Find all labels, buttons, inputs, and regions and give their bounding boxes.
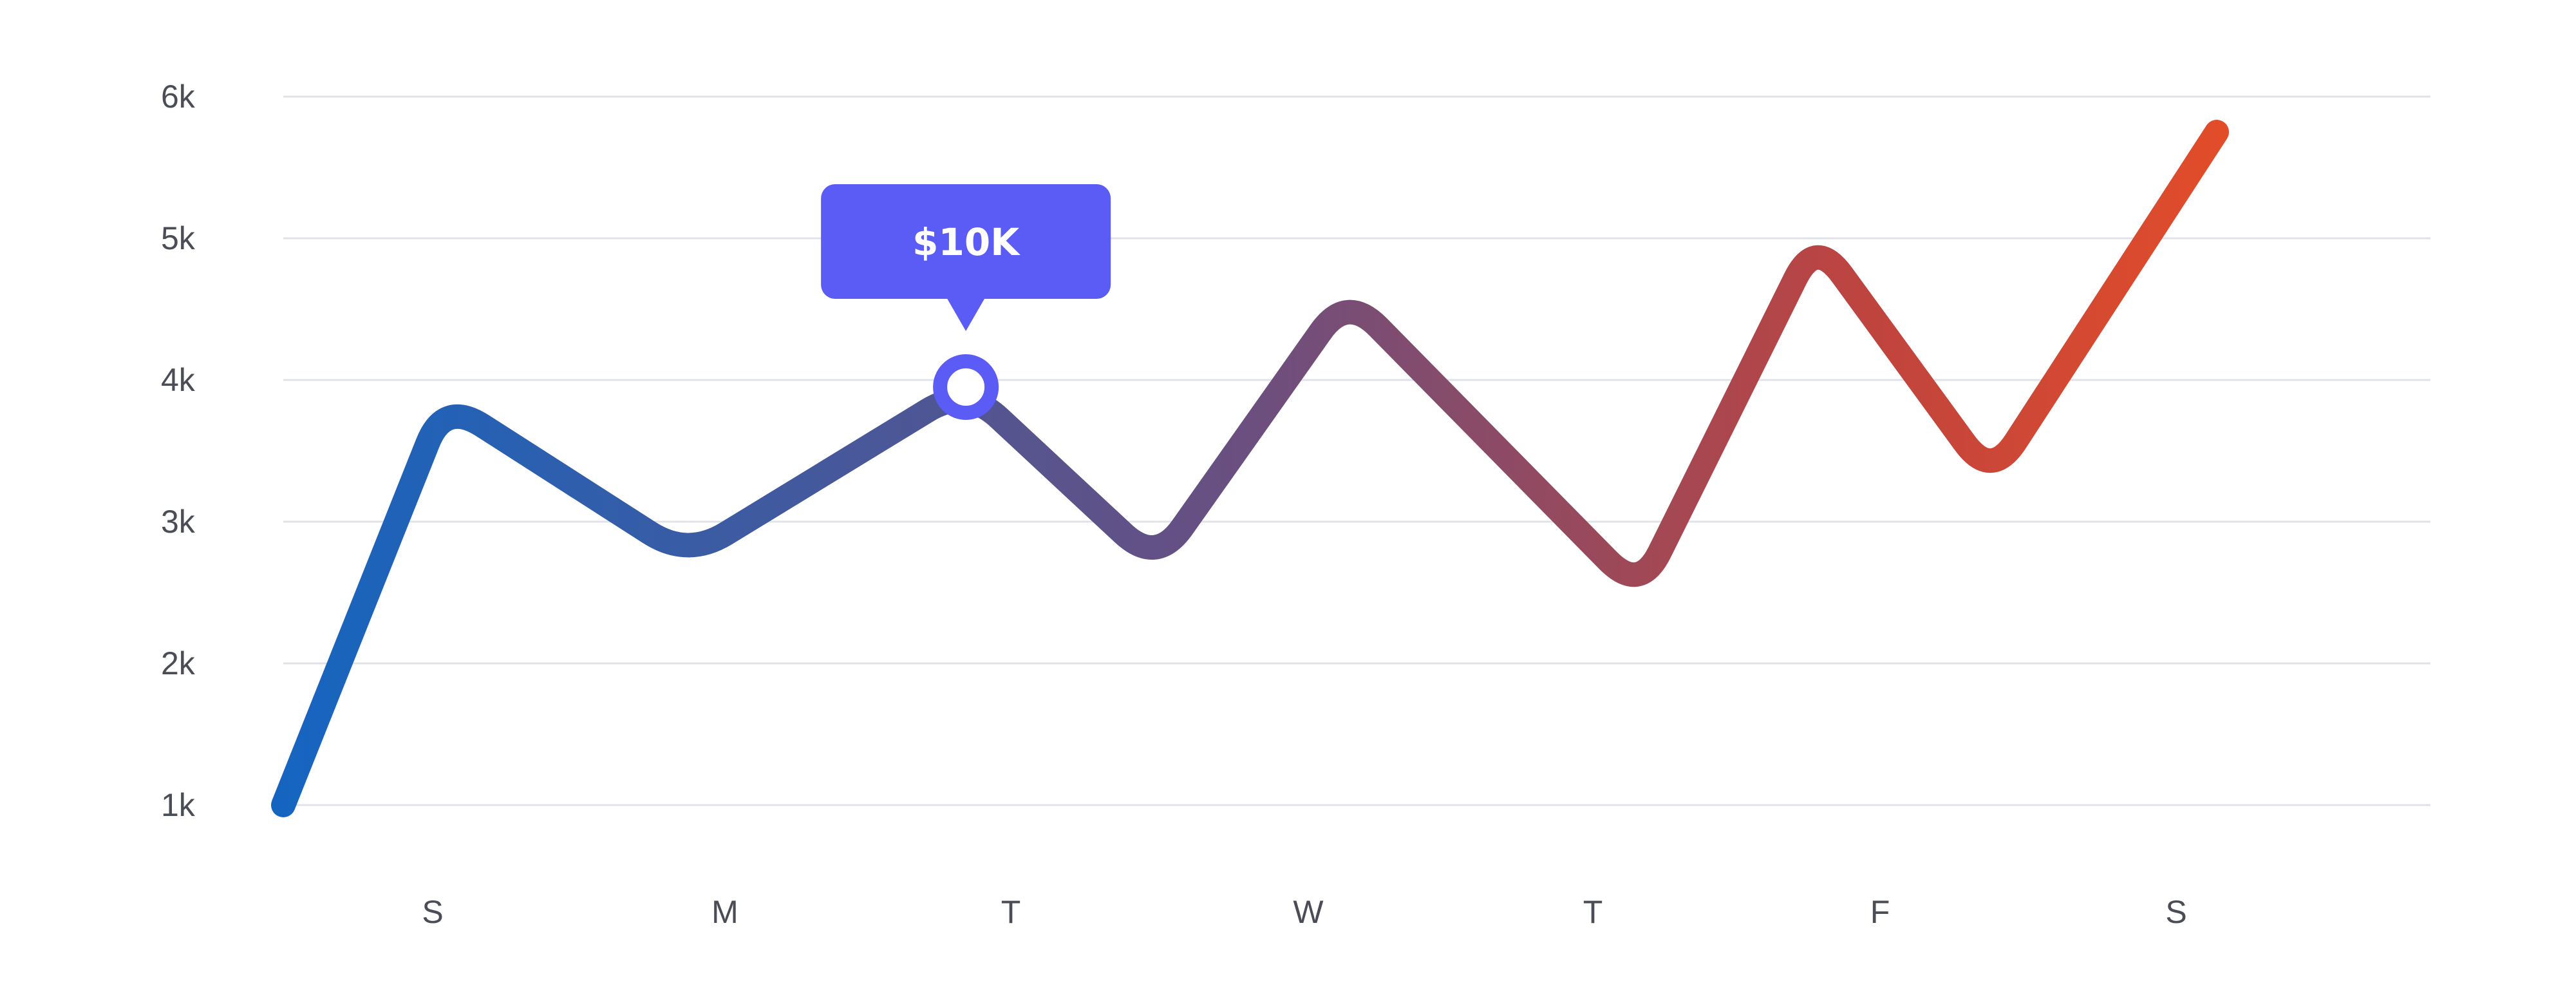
- data-point: [1639, 592, 1641, 593]
- x-tick-label: F: [1870, 894, 1890, 930]
- y-tick-label: 2k: [161, 645, 196, 681]
- tooltip-label: $10K: [912, 220, 1020, 264]
- data-point: [1346, 294, 1348, 296]
- y-tick-label: 5k: [161, 220, 196, 256]
- y-tick-label: 4k: [161, 362, 196, 398]
- x-tick-label: S: [2165, 894, 2186, 930]
- x-tick-label: W: [1293, 894, 1324, 930]
- data-point: [1991, 479, 1992, 480]
- tooltip: $10K: [821, 184, 1111, 420]
- y-tick-label: 6k: [161, 79, 196, 115]
- x-tick-label: T: [1583, 894, 1603, 930]
- data-point: [1156, 564, 1157, 565]
- tooltip-pointer: [946, 298, 986, 331]
- y-axis-ticks: 1k 2k 3k 4k 5k 6k: [161, 79, 196, 823]
- tooltip-box: [821, 184, 1111, 299]
- highlight-marker[interactable]: [933, 354, 999, 420]
- x-tick-label: T: [1001, 894, 1021, 930]
- series-area: [271, 120, 2229, 817]
- x-tick-label: M: [711, 894, 738, 930]
- series-line: [271, 120, 2229, 817]
- data-point: [444, 401, 445, 402]
- x-tick-label: S: [422, 894, 443, 930]
- gridlines: [283, 95, 2430, 806]
- y-tick-label: 3k: [161, 504, 196, 540]
- y-tick-label: 1k: [161, 787, 196, 823]
